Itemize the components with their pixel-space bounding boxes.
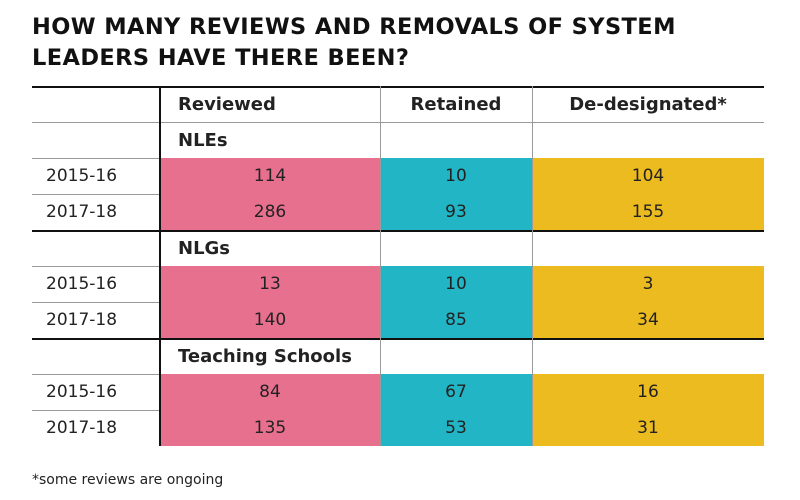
table-row: 2015-16 84 67 16 <box>32 374 764 410</box>
value-cell-reviewed: 84 <box>160 374 380 410</box>
section-row: NLEs <box>32 122 764 158</box>
chart-title-line-2: LEADERS HAVE THERE BEEN? <box>32 45 410 71</box>
section-row: NLGs <box>32 230 764 266</box>
row-divider <box>32 230 764 232</box>
table-row: 2015-16 13 10 3 <box>32 266 764 302</box>
value-cell-reviewed: 140 <box>160 302 380 338</box>
value-cell-retained: 10 <box>380 266 532 302</box>
column-header-row: Reviewed Retained De-designated* <box>32 86 764 122</box>
table-row: 2017-18 135 53 31 <box>32 410 764 446</box>
column-divider <box>159 86 161 446</box>
value-cell-retained: 93 <box>380 194 532 230</box>
row-divider <box>32 122 764 123</box>
year-label: 2015-16 <box>46 166 118 186</box>
value-cell-dedesignated: 34 <box>532 302 764 338</box>
value-cell-retained: 53 <box>380 410 532 446</box>
section-label: NLGs <box>178 237 231 259</box>
section-label: Teaching Schools <box>178 345 352 367</box>
chart-title: HOW MANY REVIEWS AND REMOVALS OF SYSTEM … <box>32 12 772 74</box>
column-divider <box>380 86 381 446</box>
column-divider <box>532 86 533 446</box>
year-label: 2017-18 <box>46 202 118 222</box>
year-label: 2015-16 <box>46 274 118 294</box>
column-header-reviewed: Reviewed <box>178 93 276 115</box>
value-cell-retained: 10 <box>380 158 532 194</box>
value-cell-retained: 85 <box>380 302 532 338</box>
year-label: 2017-18 <box>46 310 118 330</box>
table-row: 2017-18 140 85 34 <box>32 302 764 338</box>
chart-title-line-1: HOW MANY REVIEWS AND REMOVALS OF SYSTEM <box>32 14 676 40</box>
column-header-dedesignated: De-designated* <box>569 93 727 115</box>
value-cell-dedesignated: 3 <box>532 266 764 302</box>
section-label: NLEs <box>178 129 228 151</box>
value-cell-reviewed: 286 <box>160 194 380 230</box>
footnote: *some reviews are ongoing <box>32 472 224 488</box>
column-header-retained: Retained <box>410 93 502 115</box>
value-cell-retained: 67 <box>380 374 532 410</box>
value-cell-reviewed: 13 <box>160 266 380 302</box>
year-label: 2017-18 <box>46 418 118 438</box>
value-cell-dedesignated: 104 <box>532 158 764 194</box>
value-cell-dedesignated: 155 <box>532 194 764 230</box>
table-row: 2017-18 286 93 155 <box>32 194 764 230</box>
value-cell-reviewed: 135 <box>160 410 380 446</box>
year-label: 2015-16 <box>46 382 118 402</box>
table-row: 2015-16 114 10 104 <box>32 158 764 194</box>
value-cell-reviewed: 114 <box>160 158 380 194</box>
value-cell-dedesignated: 16 <box>532 374 764 410</box>
value-cell-dedesignated: 31 <box>532 410 764 446</box>
row-divider <box>32 338 764 340</box>
row-divider <box>32 86 764 88</box>
section-row: Teaching Schools <box>32 338 764 374</box>
